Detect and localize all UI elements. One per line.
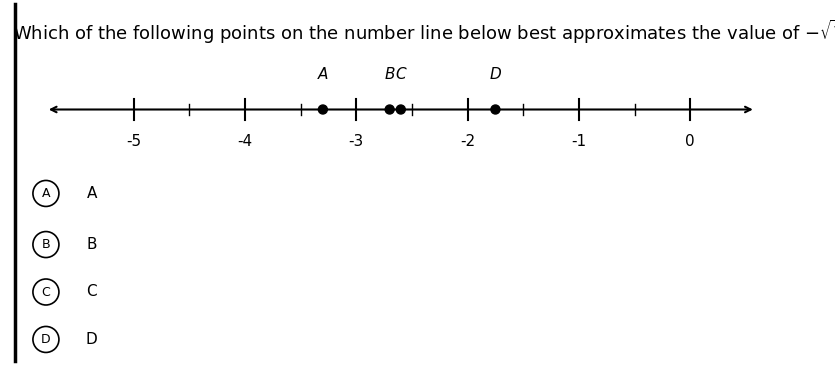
Ellipse shape: [491, 105, 500, 114]
Text: -4: -4: [237, 134, 252, 149]
Text: Which of the following points on the number line below best approximates the val: Which of the following points on the num…: [13, 18, 835, 46]
Text: 0: 0: [686, 134, 695, 149]
Text: A: A: [317, 67, 328, 82]
Text: D: D: [41, 333, 51, 346]
Text: D: D: [86, 332, 98, 347]
Text: A: A: [87, 186, 97, 201]
Text: A: A: [42, 187, 50, 200]
Ellipse shape: [318, 105, 327, 114]
Ellipse shape: [385, 105, 394, 114]
Text: C: C: [87, 284, 97, 300]
Text: D: D: [489, 67, 501, 82]
Ellipse shape: [397, 105, 405, 114]
Text: C: C: [396, 67, 406, 82]
Text: B: B: [384, 67, 395, 82]
Text: -2: -2: [460, 134, 475, 149]
Text: -1: -1: [571, 134, 586, 149]
Text: -3: -3: [349, 134, 364, 149]
Text: -5: -5: [126, 134, 141, 149]
Text: B: B: [42, 238, 50, 251]
Text: C: C: [42, 285, 50, 299]
Text: B: B: [87, 237, 97, 252]
